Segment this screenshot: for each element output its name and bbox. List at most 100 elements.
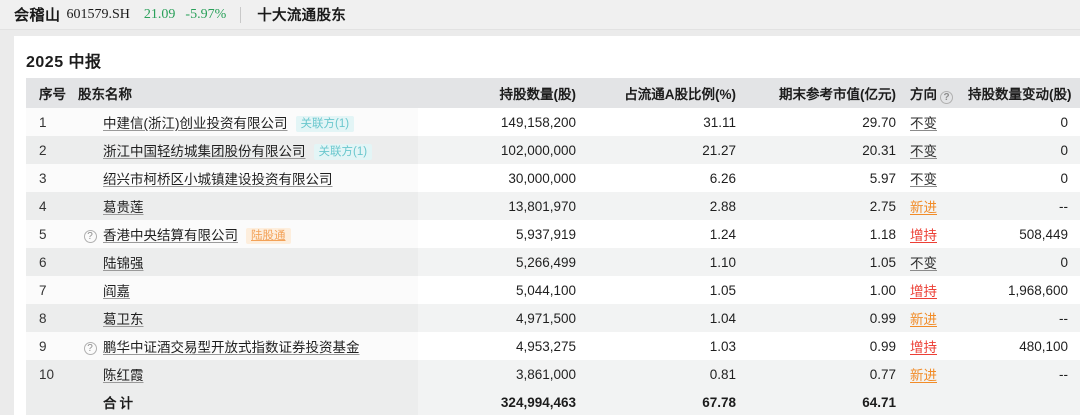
shareholder-name-link[interactable]: 陆锦强 [103,256,144,271]
shareholder-name-link[interactable]: 鹏华中证酒交易型开放式指数证券投资基金 [103,340,360,355]
cell-help [78,164,102,192]
cell-change: -- [968,304,1080,332]
cell-market-value: 20.31 [746,136,906,164]
help-icon[interactable]: ? [940,90,953,104]
shareholder-name-link[interactable]: 葛卫东 [103,312,144,327]
table-row[interactable]: 8 葛卫东 4,971,500 1.04 0.99 新进 -- [26,304,1080,332]
cell-direction[interactable]: 不变 [906,108,968,136]
cell-help: ? [78,220,102,248]
stock-code[interactable]: 601579.SH [66,6,130,22]
direction-tag[interactable]: 增持 [910,340,937,355]
direction-tag[interactable]: 不变 [910,256,937,271]
direction-tag[interactable]: 不变 [910,172,937,187]
cell-total-help [78,388,102,415]
cell-pct: 1.04 [586,304,746,332]
badge-related-party[interactable]: 关联方(1) [313,144,373,160]
direction-tag[interactable]: 新进 [910,368,937,383]
table-header: 序号 股东名称 持股数量(股) 占流通A股比例(%) 期末参考市值(亿元) 方向… [26,78,1080,108]
table-row[interactable]: 9? 鹏华中证酒交易型开放式指数证券投资基金 4,953,275 1.03 0.99 增持… [26,332,1080,360]
direction-tag[interactable]: 增持 [910,284,937,299]
table-row[interactable]: 7 阎嘉 5,044,100 1.05 1.00 增持 1,968,600 [26,276,1080,304]
direction-tag[interactable]: 不变 [910,116,937,131]
cell-pct: 0.81 [586,360,746,388]
shareholder-name-link[interactable]: 绍兴市柯桥区小城镇建设投资有限公司 [103,172,333,187]
col-header-change[interactable]: 持股数量变动(股) [968,78,1080,108]
shareholder-name-link[interactable]: 浙江中国轻纺城集团股份有限公司 [103,144,306,159]
cell-direction[interactable]: 新进 [906,360,968,388]
cell-shares: 4,971,500 [418,304,586,332]
cell-change: 0 [968,108,1080,136]
table-row[interactable]: 4 葛贵莲 13,801,970 2.88 2.75 新进 -- [26,192,1080,220]
cell-shareholder-name[interactable]: 香港中央结算有限公司 陆股通 [102,220,418,248]
shareholder-name-link[interactable]: 葛贵莲 [103,200,144,215]
row-help-icon[interactable]: ? [83,341,97,355]
cell-shareholder-name[interactable]: 陆锦强 [102,248,418,276]
cell-shares: 30,000,000 [418,164,586,192]
cell-direction[interactable]: 不变 [906,164,968,192]
badge-related-party[interactable]: 关联方(1) [295,116,355,132]
shareholder-name-link[interactable]: 香港中央结算有限公司 [103,228,238,243]
cell-total-market-value: 64.71 [746,388,906,415]
cell-change: 508,449 [968,220,1080,248]
badge-northbound[interactable]: 陆股通 [246,228,291,244]
cell-market-value: 0.77 [746,360,906,388]
col-header-pct[interactable]: 占流通A股比例(%) [586,78,746,108]
cell-direction[interactable]: 新进 [906,304,968,332]
cell-shares: 102,000,000 [418,136,586,164]
cell-market-value: 1.05 [746,248,906,276]
row-help-icon[interactable]: ? [83,229,97,243]
cell-shareholder-name[interactable]: 阎嘉 [102,276,418,304]
direction-tag[interactable]: 新进 [910,200,937,215]
cell-direction[interactable]: 增持 [906,332,968,360]
stock-header-bar: 会稽山 601579.SH 21.09 -5.97% 十大流通股东 [0,0,1080,30]
cell-shareholder-name[interactable]: 葛卫东 [102,304,418,332]
shareholder-name-link[interactable]: 陈红霞 [103,368,144,383]
cell-shareholder-name[interactable]: 浙江中国轻纺城集团股份有限公司 关联方(1) [102,136,418,164]
cell-direction[interactable]: 不变 [906,136,968,164]
shareholder-name-link[interactable]: 阎嘉 [103,284,130,299]
cell-pct: 1.10 [586,248,746,276]
cell-shares: 149,158,200 [418,108,586,136]
cell-direction[interactable]: 增持 [906,276,968,304]
col-header-shares[interactable]: 持股数量(股) [418,78,586,108]
cell-shares: 5,266,499 [418,248,586,276]
stock-change-percent: -5.97% [185,6,227,22]
shareholders-table-wrap[interactable]: 序号 股东名称 持股数量(股) 占流通A股比例(%) 期末参考市值(亿元) 方向… [26,78,1080,415]
table-row[interactable]: 10 陈红霞 3,861,000 0.81 0.77 新进 -- [26,360,1080,388]
cell-market-value: 2.75 [746,192,906,220]
cell-pct: 1.03 [586,332,746,360]
cell-shares: 5,937,919 [418,220,586,248]
cell-change: 1,968,600 [968,276,1080,304]
cell-pct: 1.24 [586,220,746,248]
shareholder-name-link[interactable]: 中建信(浙江)创业投资有限公司 [103,116,288,131]
cell-pct: 21.27 [586,136,746,164]
cell-shareholder-name[interactable]: 中建信(浙江)创业投资有限公司 关联方(1) [102,108,418,136]
table-row[interactable]: 3 绍兴市柯桥区小城镇建设投资有限公司 30,000,000 6.26 5.97 不变 0 [26,164,1080,192]
cell-pct: 2.88 [586,192,746,220]
col-header-index: 序号 [26,78,78,108]
table-row[interactable]: 5? 香港中央结算有限公司 陆股通 5,937,919 1.24 1.18 增持 508,44… [26,220,1080,248]
cell-direction[interactable]: 新进 [906,192,968,220]
cell-shareholder-name[interactable]: 鹏华中证酒交易型开放式指数证券投资基金 [102,332,418,360]
cell-direction[interactable]: 不变 [906,248,968,276]
cell-shares: 5,044,100 [418,276,586,304]
cell-shareholder-name[interactable]: 绍兴市柯桥区小城镇建设投资有限公司 [102,164,418,192]
cell-direction[interactable]: 增持 [906,220,968,248]
cell-shareholder-name[interactable]: 陈红霞 [102,360,418,388]
col-header-name: 股东名称 [78,78,418,108]
cell-help [78,304,102,332]
table-row[interactable]: 1 中建信(浙江)创业投资有限公司 关联方(1) 149,158,200 31.11 29… [26,108,1080,136]
stock-name[interactable]: 会稽山 [14,7,61,24]
cell-shareholder-name[interactable]: 葛贵莲 [102,192,418,220]
cell-pct: 6.26 [586,164,746,192]
direction-tag[interactable]: 不变 [910,144,937,159]
table-row[interactable]: 6 陆锦强 5,266,499 1.10 1.05 不变 0 [26,248,1080,276]
stock-price: 21.09 [143,6,176,22]
cell-market-value: 0.99 [746,332,906,360]
direction-tag[interactable]: 增持 [910,228,937,243]
cell-market-value: 1.00 [746,276,906,304]
cell-change: 0 [968,248,1080,276]
direction-tag[interactable]: 新进 [910,312,937,327]
col-header-market-value[interactable]: 期末参考市值(亿元) [746,78,906,108]
table-row[interactable]: 2 浙江中国轻纺城集团股份有限公司 关联方(1) 102,000,000 21.27 20… [26,136,1080,164]
